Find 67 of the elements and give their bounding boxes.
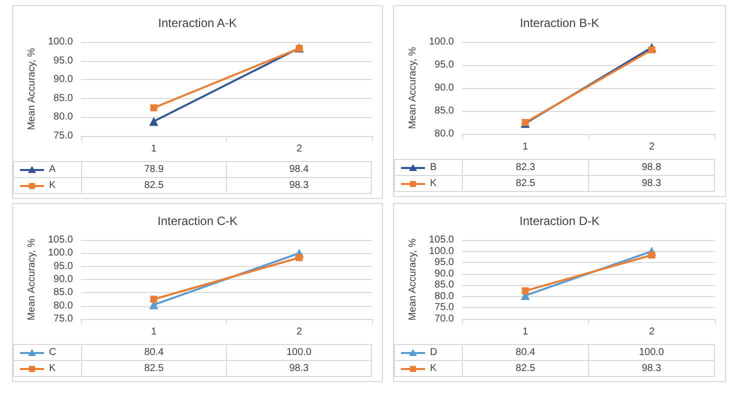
- y-tick-label: 90.0: [434, 268, 454, 280]
- chart-title: Interaction A-K: [158, 16, 237, 30]
- y-tick-label: 90.0: [54, 274, 74, 285]
- legend-label: C: [49, 347, 56, 358]
- legend-label: B: [430, 162, 437, 174]
- chart-title: Interaction C-K: [157, 214, 238, 228]
- y-tick-label: 85.0: [54, 92, 74, 104]
- y-tick-label: 80.0: [54, 300, 74, 312]
- data-label: 98.8: [588, 160, 715, 176]
- legend-label: D: [430, 347, 438, 358]
- y-tick-label: 85.0: [434, 106, 454, 116]
- legend-label: K: [430, 363, 437, 374]
- y-tick-label: 95.0: [434, 60, 454, 70]
- data-label: 80.4: [81, 344, 226, 360]
- x-tick-label: 1: [522, 142, 528, 152]
- y-tick-label: 70.0: [434, 314, 454, 324]
- x-tick-label: 2: [648, 326, 655, 338]
- chart-title: Interaction D-K: [519, 214, 600, 228]
- y-tick-label: 95.0: [54, 55, 74, 66]
- chart-title: Interaction B-K: [520, 16, 600, 30]
- data-label: 78.9: [81, 162, 226, 178]
- y-tick-label: 100.0: [48, 248, 74, 259]
- y-tick-label: 95.0: [54, 260, 74, 272]
- data-label: 100.0: [226, 344, 372, 360]
- y-axis-title: Mean Accuracy, %: [26, 238, 38, 321]
- y-tick-label: 100.0: [428, 246, 454, 257]
- point: [150, 104, 158, 112]
- x-tick-label: 1: [522, 326, 528, 338]
- data-label: 98.3: [588, 176, 715, 192]
- y-tick-label: 75.0: [54, 130, 74, 142]
- data-label: 98.3: [226, 178, 372, 194]
- x-tick-label: 1: [150, 326, 157, 338]
- y-tick-label: 90.0: [54, 74, 74, 86]
- legend-label: K: [430, 178, 437, 190]
- data-label: 100.0: [588, 344, 715, 360]
- y-axis-title: Mean Accuracy, %: [26, 48, 38, 130]
- data-label: 82.5: [462, 360, 588, 376]
- legend-label: K: [49, 180, 56, 192]
- data-label: 82.5: [462, 176, 588, 192]
- y-tick-label: 100.0: [428, 36, 454, 48]
- x-tick-label: 2: [296, 144, 302, 154]
- y-tick-label: 105.0: [48, 234, 74, 246]
- data-label: 82.5: [81, 178, 226, 194]
- x-tick-label: 2: [296, 326, 302, 338]
- y-tick-label: 75.0: [434, 302, 454, 314]
- y-tick-label: 80.0: [434, 128, 454, 140]
- y-tick-label: 80.0: [54, 112, 74, 123]
- y-tick-label: 105.0: [428, 234, 454, 246]
- y-tick-label: 80.0: [434, 290, 454, 302]
- y-tick-label: 100.0: [48, 36, 74, 48]
- data-label: 98.3: [226, 360, 372, 376]
- data-label: 98.3: [588, 360, 715, 376]
- y-tick-label: 95.0: [434, 257, 454, 268]
- y-tick-label: 85.0: [434, 280, 454, 291]
- x-tick-label: 1: [150, 144, 157, 154]
- data-label: 82.5: [81, 360, 226, 376]
- x-tick-label: 2: [648, 142, 655, 152]
- y-tick-label: 85.0: [54, 287, 74, 298]
- y-axis-title: Mean Accuracy, %: [408, 238, 419, 321]
- data-label: 80.4: [462, 344, 588, 360]
- legend-label: K: [49, 363, 56, 374]
- legend-label: A: [49, 164, 56, 176]
- data-label: 82.3: [462, 160, 588, 176]
- y-axis-title: Mean Accuracy, %: [408, 46, 419, 130]
- y-tick-label: 90.0: [434, 82, 454, 94]
- data-label: 98.4: [226, 162, 372, 178]
- y-tick-label: 75.0: [54, 314, 74, 324]
